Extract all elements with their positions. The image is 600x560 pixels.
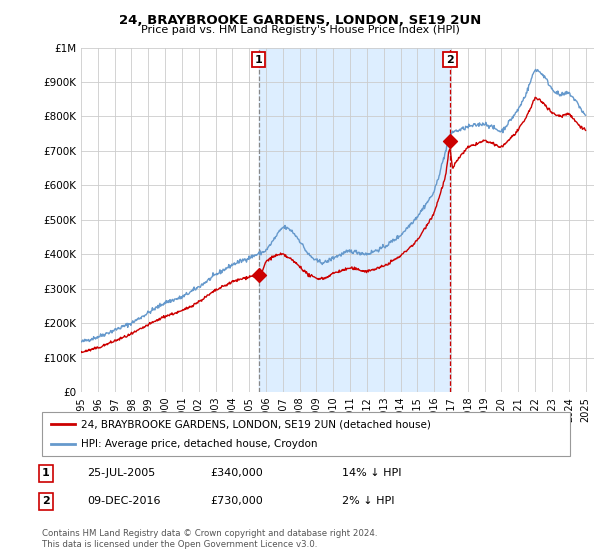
Point [445, 136, 455, 145]
Text: 2% ↓ HPI: 2% ↓ HPI [342, 496, 395, 506]
Text: 09-DEC-2016: 09-DEC-2016 [87, 496, 161, 506]
Text: 1: 1 [42, 468, 50, 478]
Bar [259, 48, 450, 392]
Text: £340,000: £340,000 [210, 468, 263, 478]
Text: 2: 2 [42, 496, 50, 506]
Text: HPI: Average price, detached house, Croydon: HPI: Average price, detached house, Croy… [81, 439, 317, 449]
Text: 1: 1 [255, 55, 263, 64]
Text: £730,000: £730,000 [210, 496, 263, 506]
Text: 24, BRAYBROOKE GARDENS, LONDON, SE19 2UN (detached house): 24, BRAYBROOKE GARDENS, LONDON, SE19 2UN… [81, 419, 431, 429]
Text: 24, BRAYBROOKE GARDENS, LONDON, SE19 2UN: 24, BRAYBROOKE GARDENS, LONDON, SE19 2UN [119, 14, 481, 27]
Point [254, 270, 263, 279]
Text: 25-JUL-2005: 25-JUL-2005 [87, 468, 155, 478]
Text: 2: 2 [446, 55, 454, 64]
Text: Contains HM Land Registry data © Crown copyright and database right 2024.
This d: Contains HM Land Registry data © Crown c… [42, 529, 377, 549]
Text: Price paid vs. HM Land Registry's House Price Index (HPI): Price paid vs. HM Land Registry's House … [140, 25, 460, 35]
Text: 14% ↓ HPI: 14% ↓ HPI [342, 468, 401, 478]
